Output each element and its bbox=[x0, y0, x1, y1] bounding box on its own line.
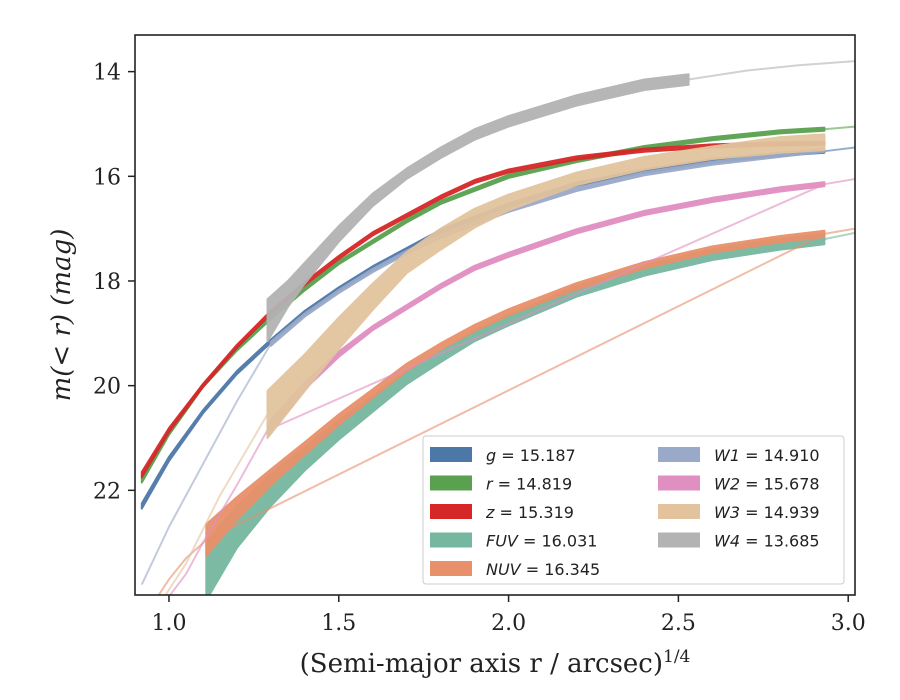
legend-label: NUV = 16.345 bbox=[486, 560, 600, 579]
legend-swatch bbox=[658, 504, 700, 519]
x-axis-title-text: (Semi-major axis r / arcsec) bbox=[300, 649, 663, 679]
legend-label-variable: W2 bbox=[714, 475, 740, 494]
legend-label-variable: g bbox=[486, 446, 496, 465]
legend-label-value: = 14.819 bbox=[493, 475, 573, 494]
x-axis-title: (Semi-major axis r / arcsec)1/4 bbox=[300, 647, 691, 679]
legend-item-w2: W2 = 15.678 bbox=[658, 475, 820, 494]
legend-label: W2 = 15.678 bbox=[714, 475, 820, 494]
legend-swatch bbox=[658, 532, 700, 548]
legend-label: g = 15.187 bbox=[486, 446, 576, 465]
legend-label: z = 15.319 bbox=[485, 503, 574, 522]
legend-frame bbox=[422, 435, 845, 585]
legend-item-r: r = 14.819 bbox=[430, 475, 572, 494]
legend-swatch bbox=[430, 447, 472, 462]
legend-label-value: = 15.319 bbox=[494, 503, 574, 522]
series-band-nuv bbox=[205, 229, 826, 557]
legend-label-value: = 16.345 bbox=[521, 560, 601, 579]
legend-label-variable: FUV bbox=[486, 532, 519, 551]
legend-item-w3: W3 = 14.939 bbox=[658, 503, 820, 522]
series-bands bbox=[140, 60, 855, 595]
x-tick-label: 3.0 bbox=[831, 611, 866, 636]
y-tick-label: 20 bbox=[93, 375, 121, 400]
legend-label-value: = 14.939 bbox=[740, 503, 820, 522]
series-line-nuv bbox=[157, 227, 855, 595]
series-line-w3 bbox=[164, 413, 269, 595]
legend-label-value: = 15.187 bbox=[496, 446, 576, 465]
legend-item-w1: W1 = 14.910 bbox=[658, 446, 820, 465]
legend-label: W4 = 13.685 bbox=[714, 532, 820, 551]
y-tick-label: 22 bbox=[93, 479, 121, 504]
x-tick-label: 2.0 bbox=[491, 611, 526, 636]
legend-label: W1 = 14.910 bbox=[714, 446, 820, 465]
legend-label-variable: W3 bbox=[714, 503, 740, 522]
series-band-w4 bbox=[266, 73, 690, 343]
legend-label: W3 = 14.939 bbox=[714, 503, 820, 522]
x-tick-label: 1.5 bbox=[321, 611, 356, 636]
legend-label-variable: W4 bbox=[714, 532, 740, 551]
x-tick-label: 2.5 bbox=[661, 611, 696, 636]
series-line-w1 bbox=[140, 343, 272, 585]
legend-swatch bbox=[658, 447, 700, 462]
y-axis-title: m(< r) (mag) bbox=[47, 229, 77, 402]
x-tick-label: 1.0 bbox=[151, 611, 186, 636]
legend-swatch bbox=[430, 561, 472, 576]
series-band-w2 bbox=[266, 181, 826, 438]
axis-ticks: 1.0 1.5 2.0 2.5 3.0 14 16 18 20 22 bbox=[93, 61, 866, 636]
legend-label: r = 14.819 bbox=[486, 475, 572, 494]
x-axis-title-exponent: 1/4 bbox=[663, 647, 690, 667]
series-line-g bbox=[824, 146, 855, 153]
legend-item-nuv: NUV = 16.345 bbox=[430, 560, 600, 579]
legend-label-value: = 15.678 bbox=[740, 475, 820, 494]
legend-label-variable: z bbox=[485, 503, 495, 522]
series-line-r bbox=[824, 125, 855, 131]
legend-label-value: = 14.910 bbox=[740, 446, 820, 465]
legend-item-w4: W4 = 13.685 bbox=[658, 532, 820, 551]
legend-label-variable: r bbox=[486, 475, 494, 494]
plot-frame bbox=[134, 34, 856, 596]
legend-item-g: g = 15.187 bbox=[430, 446, 576, 465]
legend-label-value: = 16.031 bbox=[518, 532, 598, 551]
series-band-w3 bbox=[266, 133, 826, 439]
series-band-z bbox=[140, 140, 826, 479]
series-line-w4 bbox=[688, 60, 855, 81]
y-tick-label: 16 bbox=[93, 165, 121, 190]
legend-label-variable: NUV bbox=[486, 560, 522, 579]
legend-item-fuv: FUV = 16.031 bbox=[430, 532, 597, 551]
y-tick-label: 14 bbox=[93, 61, 121, 86]
legend-label-value: = 13.685 bbox=[740, 532, 820, 551]
legend-label: FUV = 16.031 bbox=[486, 532, 597, 551]
series-line-fuv bbox=[824, 231, 855, 241]
legend-item-z: z = 15.319 bbox=[430, 503, 574, 522]
legend-swatch bbox=[430, 475, 472, 491]
legend-swatch bbox=[430, 504, 472, 519]
legend-label-variable: W1 bbox=[714, 446, 740, 465]
y-tick-label: 18 bbox=[93, 270, 121, 295]
legend-swatch bbox=[658, 475, 700, 491]
legend-swatch bbox=[430, 532, 472, 548]
